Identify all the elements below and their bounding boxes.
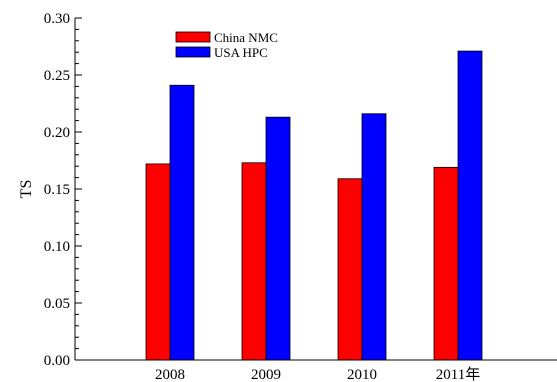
bar-usa-hpc <box>361 113 387 361</box>
y-tick-label: 0.00 <box>44 353 70 369</box>
bars-group <box>145 50 483 361</box>
x-tick-label: 2010 <box>347 367 377 382</box>
y-tick-label: 0.30 <box>44 11 70 27</box>
bar-china-nmc <box>241 162 267 361</box>
legend-label: USA HPC <box>214 45 268 60</box>
legend-swatch <box>175 31 211 43</box>
bar-usa-hpc <box>457 50 483 361</box>
y-tick-label: 0.15 <box>44 182 70 198</box>
bar-china-nmc <box>433 166 459 361</box>
x-tick-labels-group: 2008 2009 2010 2011年 <box>155 366 480 382</box>
y-tick-label: 0.05 <box>44 296 70 312</box>
y-axis-label: TS <box>18 180 35 199</box>
y-ticks-group: 0.00 0.05 0.10 0.15 0.20 0.25 0.30 <box>44 11 82 369</box>
bar-china-nmc <box>337 178 363 361</box>
x-tick-label: 2008 <box>155 367 185 382</box>
y-tick-label: 0.10 <box>44 239 70 255</box>
y-tick-label: 0.25 <box>44 68 70 84</box>
x-tick-label: 2011年 <box>436 366 480 382</box>
x-tick-label: 2009 <box>251 367 281 382</box>
bar-usa-hpc <box>265 116 291 361</box>
y-tick-label: 0.20 <box>44 125 70 141</box>
bar-china-nmc <box>145 163 171 361</box>
legend-swatch <box>175 46 211 58</box>
bar-usa-hpc <box>169 84 195 361</box>
legend-label: China NMC <box>214 30 278 45</box>
